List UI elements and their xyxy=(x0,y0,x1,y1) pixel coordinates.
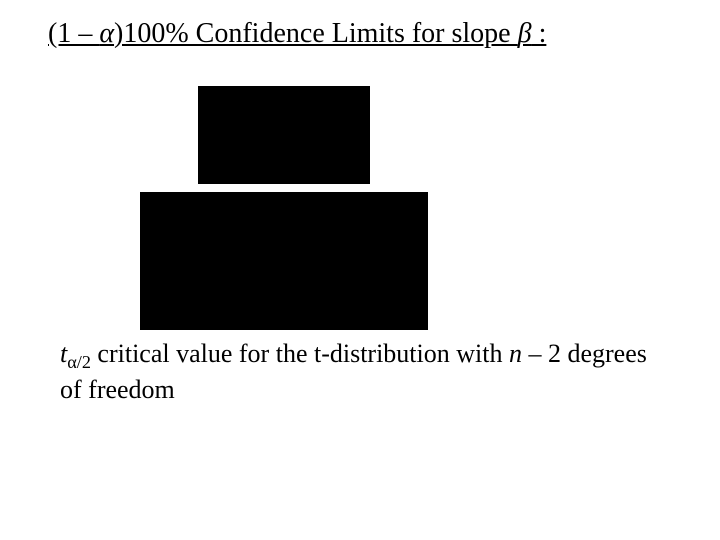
redacted-block-2 xyxy=(140,192,428,330)
heading-part2: )100% Confidence Limits for slope xyxy=(114,18,518,49)
desc-n: n xyxy=(509,339,522,368)
slide: (1 – α)100% Confidence Limits for slope … xyxy=(0,0,720,540)
desc-sub-alpha: α xyxy=(67,352,77,372)
desc-sub: α/2 xyxy=(67,352,91,372)
heading: (1 – α)100% Confidence Limits for slope … xyxy=(48,18,546,50)
desc-mid: critical value for the t-distribution wi… xyxy=(91,339,509,368)
description: tα/2 critical value for the t-distributi… xyxy=(60,338,660,406)
heading-part1: (1 – xyxy=(48,18,99,49)
heading-beta: β xyxy=(518,18,532,49)
desc-sub-slash2: /2 xyxy=(77,352,91,372)
heading-part3: : xyxy=(532,18,547,49)
heading-alpha: α xyxy=(99,18,114,49)
redacted-block-1 xyxy=(198,86,370,184)
